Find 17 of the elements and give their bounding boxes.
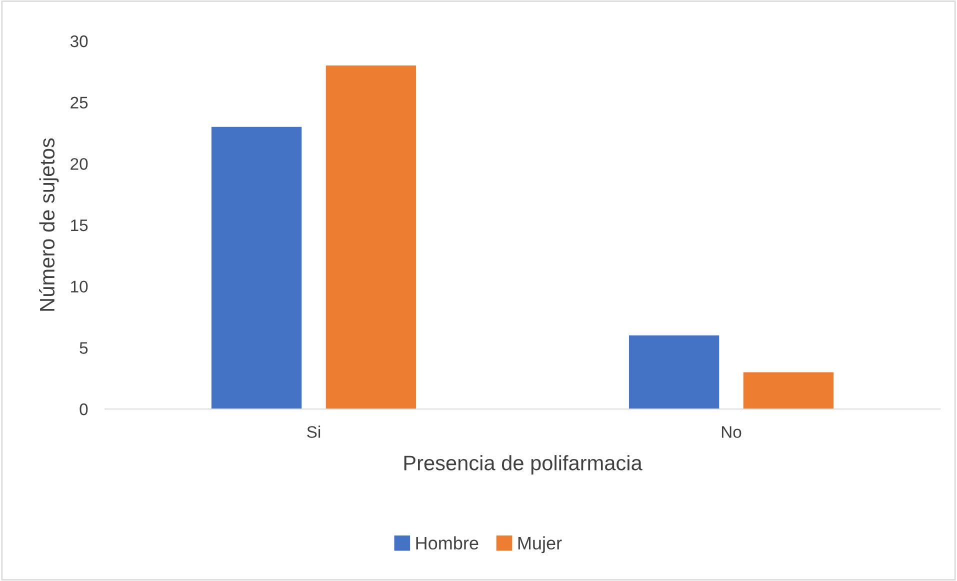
y-tick-label: 25 [70, 96, 88, 109]
x-axis-title: Presencia de polifarmacia [404, 455, 642, 475]
y-tick-label: 10 [71, 280, 88, 293]
x-tick-label: No [722, 426, 742, 438]
y-tick-label: 15 [71, 220, 88, 232]
y-tick-label: 5 [80, 342, 88, 354]
y-tick-label: 30 [70, 35, 88, 48]
y-tick-label: 20 [70, 158, 88, 170]
bar [743, 372, 834, 409]
x-tick-label: Si [307, 426, 320, 438]
bar [326, 66, 416, 409]
bar [211, 126, 302, 409]
y-tick-label: 0 [80, 403, 88, 416]
legend-label: Mujer [518, 536, 562, 554]
bar [628, 335, 720, 409]
y-axis-title: Número de sujetos [39, 138, 59, 311]
legend-label: Hombre [416, 536, 478, 550]
